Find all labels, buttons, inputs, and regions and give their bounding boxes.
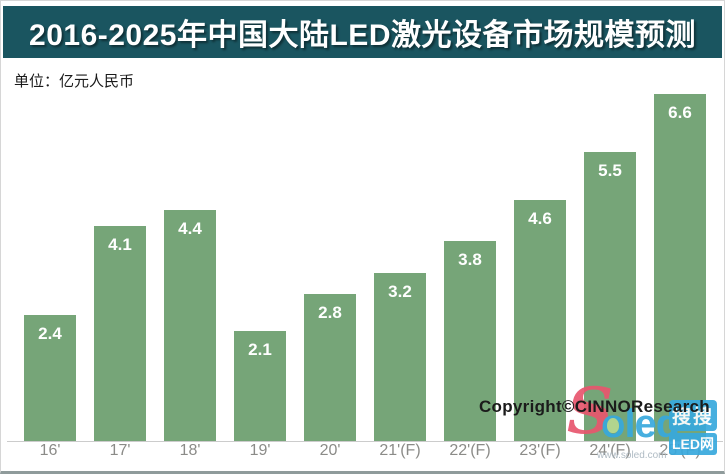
bar-19': 2.1 (234, 331, 286, 441)
bar-25'(F): 6.6 (654, 94, 706, 441)
unit-label: 单位：亿元人民币 (14, 73, 135, 90)
bar-value-label: 2.8 (318, 303, 342, 322)
bar-slot: 3.2 (365, 273, 435, 441)
bar-24'(F): 5.5 (584, 152, 636, 441)
plot-area: 2.4 4.1 4.4 2.1 2.8 3.2 3.8 4.6 5.5 6.6 16' 17' 18'… (7, 86, 723, 459)
bar-value-label: 4.4 (178, 219, 202, 238)
x-tick-label: 19' (249, 442, 271, 459)
bar-slot: 2.4 (15, 315, 85, 441)
bar-21'(F): 3.2 (374, 273, 426, 441)
bar-23'(F): 4.6 (514, 200, 566, 441)
bar-22'(F): 3.8 (444, 241, 496, 441)
sousou-badge-text: 搜搜 (669, 400, 717, 431)
x-tick-label: 24'(F) (589, 442, 631, 459)
bar-18': 4.4 (164, 210, 216, 441)
chart-title: 2016-2025年中国大陆LED激光设备市场规模预测 (29, 19, 696, 52)
soled-watermark-logo: S oled 搜搜 LED网 www.soled.com (567, 380, 719, 466)
bar-value-label: 4.1 (108, 235, 132, 254)
chart-title-bar: 2016-2025年中国大陆LED激光设备市场规模预测 (3, 6, 722, 58)
bar-slot: 5.5 (575, 152, 645, 441)
bar-slot: 4.1 (85, 226, 155, 441)
watermark-url: www.soled.com (597, 450, 667, 461)
led-bulb-icon (607, 418, 619, 433)
bar-16': 2.4 (24, 315, 76, 441)
bar-value-label: 3.8 (458, 250, 482, 269)
x-tick-label: 21'(F) (379, 442, 421, 459)
x-tick-label: 16' (39, 442, 61, 459)
copyright-text: Copyright©CINNOResearch (478, 397, 710, 416)
x-tick-label: 20' (319, 442, 341, 459)
x-tick-label: 22'(F) (449, 442, 491, 459)
lednet-badge-text: LED网 (669, 433, 717, 455)
bar-slot: 4.4 (155, 210, 225, 441)
soled-logo-s-letter: S (567, 374, 614, 449)
x-tick-label: 17' (109, 442, 131, 459)
sousou-led-badge: 搜搜 LED网 (669, 400, 717, 455)
bar-value-label: 6.6 (668, 103, 692, 122)
bar-slot: 4.6 (505, 200, 575, 441)
bar-slot: 3.8 (435, 241, 505, 441)
bar-slot: 2.1 (225, 331, 295, 441)
bar-20': 2.8 (304, 294, 356, 441)
x-axis-line (7, 441, 723, 442)
bar-slot: 2.8 (295, 294, 365, 441)
bar-value-label: 2.1 (248, 340, 272, 359)
bar-value-label: 3.2 (388, 282, 412, 301)
bar-value-label: 4.6 (528, 209, 552, 228)
x-tick-label: 23'(F) (519, 442, 561, 459)
bar-slot: 6.6 (645, 94, 715, 441)
bar-17': 4.1 (94, 226, 146, 441)
x-tick-label: 18' (179, 442, 201, 459)
soled-logo-o-letter: o (601, 404, 625, 444)
bar-value-label: 5.5 (598, 161, 622, 180)
bar-value-label: 2.4 (38, 324, 62, 343)
bars-container: 2.4 4.1 4.4 2.1 2.8 3.2 3.8 4.6 5.5 6.6 (15, 86, 715, 441)
